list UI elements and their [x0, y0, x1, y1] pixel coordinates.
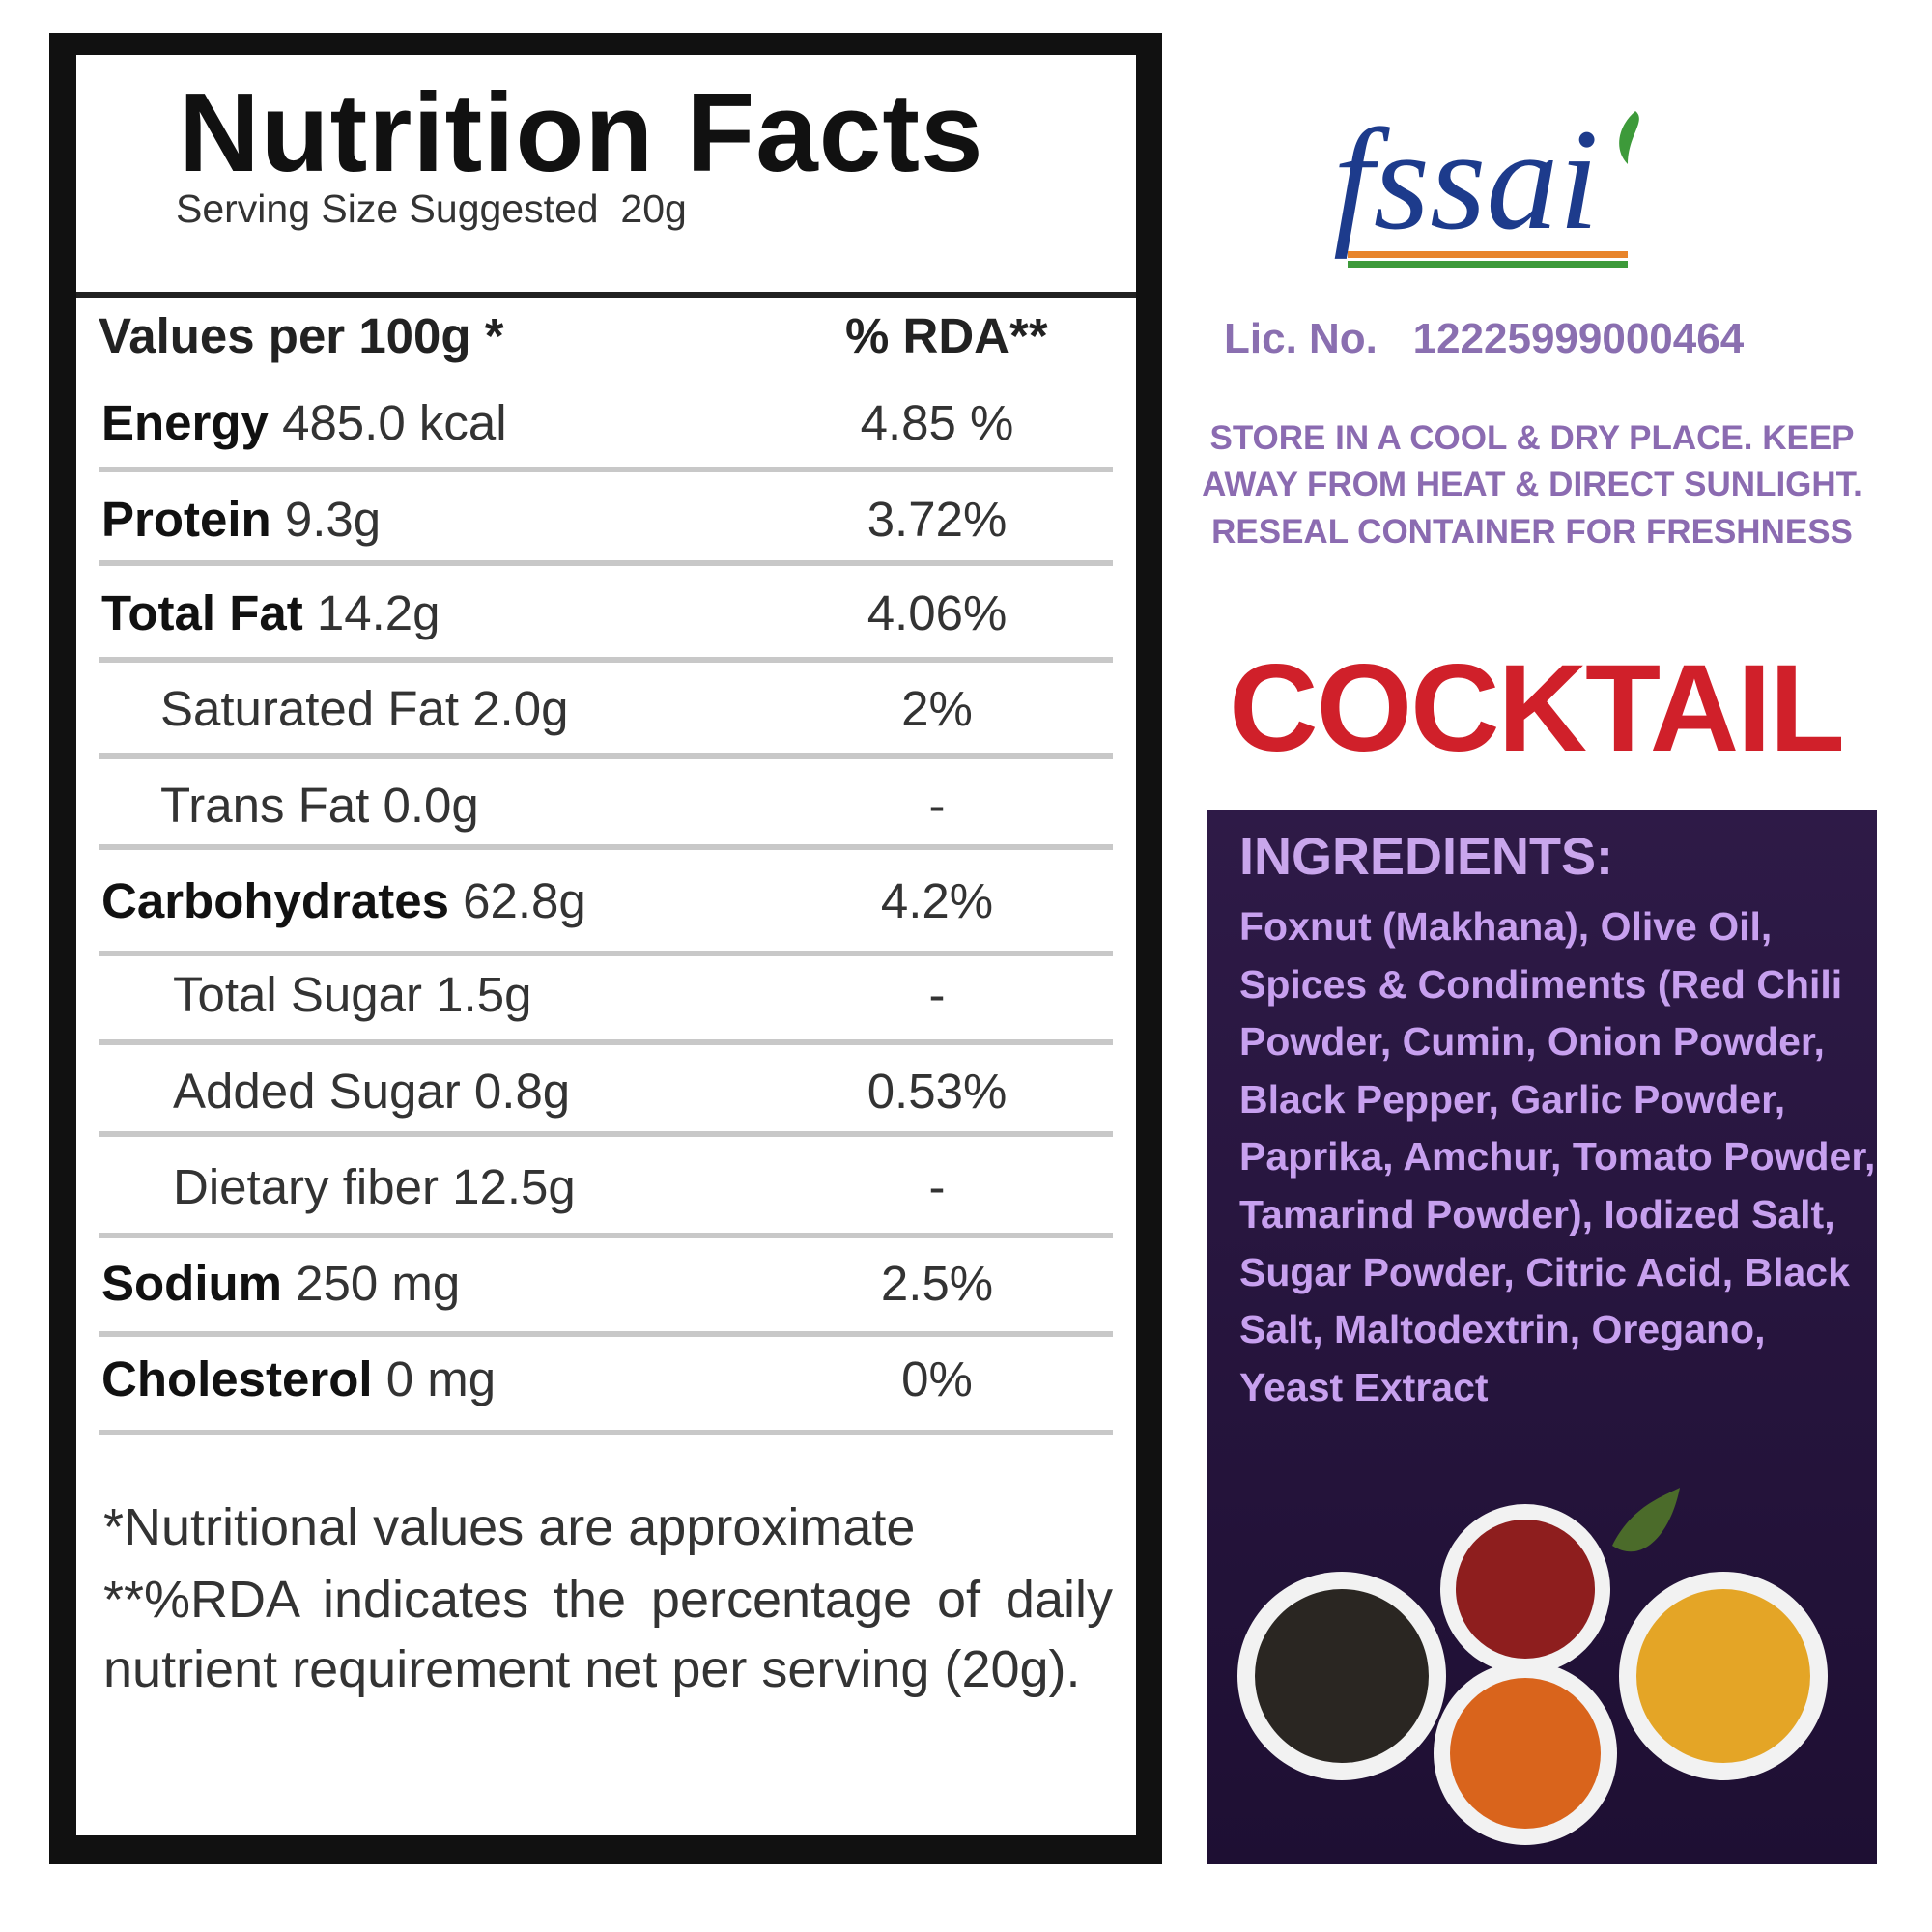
license-label: Lic. No.: [1224, 315, 1378, 362]
logo-leaf: [1619, 111, 1639, 164]
license-number: 12225999000464: [1412, 315, 1745, 362]
nutrient-amount: 0.8g: [473, 1064, 571, 1119]
column-header: Values per 100g *: [99, 308, 504, 363]
pepper: [1255, 1589, 1429, 1763]
label-background: [76, 55, 1136, 1835]
rda-value: 2%: [901, 681, 973, 736]
nutrient: Added Sugar 0.8g: [173, 1063, 570, 1120]
storage-text: RESEAL CONTAINER FOR FRESHNESS: [1211, 513, 1853, 551]
rda-value: 2.5%: [880, 1256, 994, 1311]
row-rule: [99, 951, 1113, 956]
row-rule: [99, 1233, 1113, 1238]
ingredients-title: INGREDIENTS:: [1239, 828, 1614, 886]
nutrient-name: Added Sugar: [173, 1064, 461, 1119]
nutrient: Total Sugar 1.5g: [173, 966, 531, 1023]
rda-value: -: [928, 1159, 946, 1214]
row-rule: [99, 753, 1113, 759]
leaf: [1612, 1488, 1680, 1552]
nutrient-name: Trans Fat: [160, 778, 370, 833]
nutrient-name: Dietary fiber: [173, 1159, 439, 1214]
nutrient-amount: 12.5g: [452, 1159, 576, 1214]
rda-value: 0.53%: [867, 1064, 1008, 1119]
turmeric: [1636, 1589, 1810, 1763]
footnote: **%RDA indicates the percentage of daily…: [103, 1571, 1113, 1698]
nutrient: Saturated Fat 2.0g: [160, 680, 568, 737]
nutrient-amount: 0.0g: [383, 778, 479, 833]
nutrient: Sodium 250 mg: [101, 1255, 460, 1312]
logo-stripe: [1348, 261, 1628, 268]
row-rule: [99, 1039, 1113, 1045]
nutrient: Carbohydrates 62.8g: [101, 872, 586, 929]
row-rule: [99, 1331, 1113, 1337]
spice-bowls: [1237, 1488, 1828, 1845]
row-rule: [99, 1131, 1113, 1137]
nutrient-amount: 250 mg: [296, 1256, 461, 1311]
serving-size: Serving Size Suggested 20g: [176, 186, 687, 231]
nutrient-name: Saturated Fat: [160, 681, 460, 736]
rda-value: 4.85 %: [860, 395, 1014, 450]
row-rule: [99, 1430, 1113, 1435]
nutrient-name: Sodium: [101, 1256, 282, 1311]
row-rule: [99, 657, 1113, 663]
rda-value: 4.06%: [867, 585, 1008, 640]
nutrient: Cholesterol 0 mg: [101, 1350, 496, 1407]
storage-text: AWAY FROM HEAT & DIRECT SUNLIGHT.: [1202, 466, 1862, 503]
product-name: COCKTAIL: [1229, 639, 1845, 778]
nutrient-amount: 2.0g: [472, 681, 569, 736]
row-rule: [99, 844, 1113, 850]
chili-powder: [1450, 1678, 1601, 1829]
rda-value: -: [928, 778, 946, 833]
footnote: *Nutritional values are approximate: [103, 1498, 916, 1556]
column-header: % RDA**: [845, 308, 1048, 363]
logo-accent: [1348, 111, 1639, 268]
nutrient-amount: 9.3g: [284, 492, 382, 547]
nutrient-name: Carbohydrates: [101, 873, 449, 928]
row-rule: [99, 467, 1113, 472]
rda-value: 3.72%: [867, 492, 1008, 547]
rda-value: 4.2%: [880, 873, 994, 928]
nutrient-name: Cholesterol: [101, 1351, 373, 1406]
nutrient: Dietary fiber 12.5g: [173, 1158, 576, 1215]
nutrient-name: Energy: [101, 395, 269, 450]
nutrient-amount: 1.5g: [436, 967, 532, 1022]
nutrient-amount: 14.2g: [316, 585, 440, 640]
title: Nutrition Facts: [179, 70, 984, 195]
rda-value: 0%: [901, 1351, 973, 1406]
nutrient: Energy 485.0 kcal: [101, 394, 507, 451]
fssai-logo: fssai: [1333, 99, 1600, 260]
storage-text: STORE IN A COOL & DRY PLACE. KEEP: [1209, 419, 1855, 457]
nutrient-name: Total Sugar: [173, 967, 422, 1022]
nutrient: Total Fat 14.2g: [101, 584, 440, 641]
nutrient: Protein 9.3g: [101, 491, 381, 548]
logo-stripe: [1348, 251, 1628, 258]
header-separator: [76, 292, 1136, 298]
nutrient: Trans Fat 0.0g: [160, 777, 479, 834]
nutrient-name: Total Fat: [101, 585, 303, 640]
rda-value: -: [928, 967, 946, 1022]
nutrient-amount: 485.0 kcal: [282, 395, 507, 450]
ingredients-text: Foxnut (Makhana), Olive Oil, Spices & Co…: [1239, 904, 1876, 1409]
row-rule: [99, 560, 1113, 566]
nutrient-amount: 0 mg: [385, 1351, 497, 1406]
nutrient-amount: 62.8g: [463, 873, 586, 928]
nutrient-name: Protein: [101, 492, 271, 547]
license: Lic. No. 12225999000464: [1224, 315, 1744, 363]
chili: [1456, 1520, 1595, 1659]
